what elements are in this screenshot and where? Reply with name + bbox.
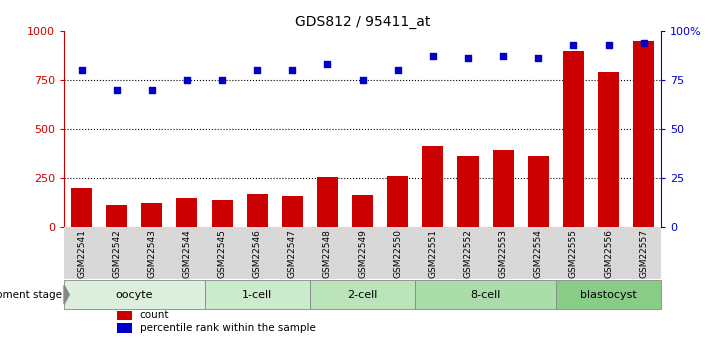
Text: 1-cell: 1-cell [242,290,272,300]
Point [603,42,614,48]
Text: GSM22549: GSM22549 [358,229,367,278]
Bar [563,51,584,227]
Text: GSM22555: GSM22555 [569,229,578,278]
Point [392,67,403,73]
Bar [141,203,162,227]
Text: count: count [139,310,169,320]
Text: GSM22546: GSM22546 [252,229,262,278]
Bar [556,280,661,309]
Bar [387,176,408,227]
Text: GSM22556: GSM22556 [604,229,613,278]
Bar [117,323,132,333]
Title: GDS812 / 95411_at: GDS812 / 95411_at [295,14,430,29]
Text: GSM22545: GSM22545 [218,229,227,278]
Text: GSM22557: GSM22557 [639,229,648,278]
Point [252,67,263,73]
Bar [117,310,132,320]
Text: 2-cell: 2-cell [348,290,378,300]
Text: GSM22554: GSM22554 [534,229,542,278]
Bar [106,205,127,227]
Bar [64,280,205,309]
Point [287,67,298,73]
Bar [598,72,619,227]
Bar [212,200,232,227]
Text: GSM22551: GSM22551 [428,229,437,278]
Point [427,54,439,59]
Polygon shape [64,285,69,304]
Bar [415,280,556,309]
Text: 8-cell: 8-cell [471,290,501,300]
Text: percentile rank within the sample: percentile rank within the sample [139,323,316,333]
Point [638,40,649,46]
Bar [205,280,310,309]
Text: blastocyst: blastocyst [580,290,637,300]
Text: development stage: development stage [0,290,63,300]
Point [76,67,87,73]
Bar [457,156,479,227]
Bar [352,196,373,227]
Text: GSM22541: GSM22541 [77,229,86,278]
Bar [282,196,303,227]
Bar [71,188,92,227]
Text: GSM22542: GSM22542 [112,229,121,278]
Bar [310,280,415,309]
Bar [528,156,549,227]
Text: GSM22552: GSM22552 [464,229,473,278]
Bar [317,177,338,227]
Text: GSM22544: GSM22544 [183,229,191,278]
Point [533,56,544,61]
Point [462,56,474,61]
Text: GSM22548: GSM22548 [323,229,332,278]
Point [498,54,509,59]
Bar [422,146,444,227]
Point [567,42,579,48]
Text: GSM22543: GSM22543 [147,229,156,278]
Bar [247,194,268,227]
Bar [493,150,513,227]
Bar [176,198,198,227]
Point [181,77,193,83]
Text: GSM22547: GSM22547 [288,229,297,278]
Point [111,87,122,92]
Text: GSM22553: GSM22553 [498,229,508,278]
Point [216,77,228,83]
Point [357,77,368,83]
Text: GSM22550: GSM22550 [393,229,402,278]
Point [322,61,333,67]
Bar [633,41,654,227]
Text: oocyte: oocyte [115,290,153,300]
Point [146,87,158,92]
